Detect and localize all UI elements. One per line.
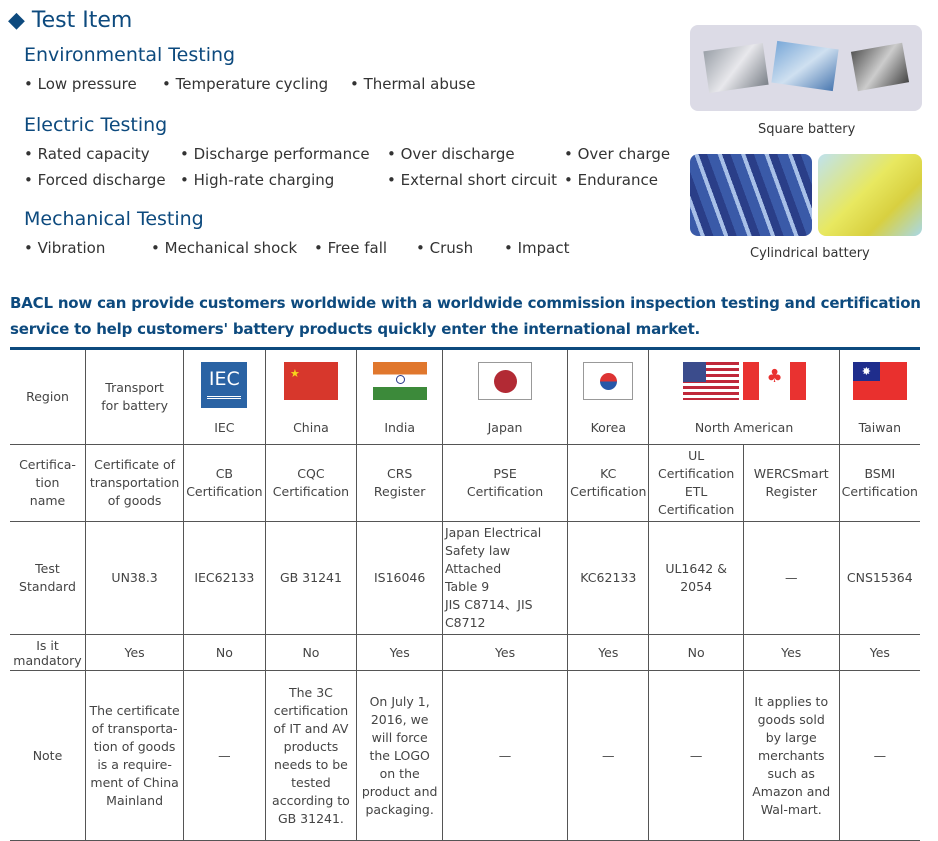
note-cell: — bbox=[838, 670, 920, 841]
region-iec: IEC IEC bbox=[183, 348, 266, 445]
region-china: ★ China bbox=[264, 348, 358, 445]
section-title-mechanical: Mechanical Testing bbox=[24, 208, 204, 230]
taiwan-flag-icon: ✸ bbox=[852, 361, 907, 400]
korea-flag-icon bbox=[583, 361, 634, 400]
cert-name-cell: UL Certification ETL Certification bbox=[648, 444, 744, 522]
list-item: Temperature cycling bbox=[175, 75, 329, 93]
row-label-certification: Certifica- tion name bbox=[10, 444, 86, 522]
region-taiwan: ✸ Taiwan bbox=[838, 348, 920, 445]
mandatory-cell: No bbox=[648, 634, 744, 671]
cylindrical-battery-caption: Cylindrical battery bbox=[750, 246, 870, 261]
india-flag-icon bbox=[372, 361, 427, 400]
mandatory-cell: Yes bbox=[441, 634, 569, 671]
row-label-note: Note bbox=[10, 670, 86, 841]
note-cell: — bbox=[567, 670, 650, 841]
certification-table: Region Transport for battery IEC IEC ★ Chi… bbox=[10, 347, 920, 841]
list-item: Thermal abuse bbox=[363, 75, 476, 93]
cylindrical-battery-image-2 bbox=[818, 154, 922, 236]
cert-name-cell: CQC Certification bbox=[264, 444, 358, 522]
list-item: Discharge performance bbox=[193, 145, 370, 163]
region-north-america: ♣ North American bbox=[648, 348, 840, 445]
region-korea: Korea bbox=[567, 348, 650, 445]
row-label-standard: Test Standard bbox=[10, 521, 86, 635]
cert-name-cell: BSMI Certification bbox=[838, 444, 920, 522]
standard-cell: IS16046 bbox=[356, 521, 443, 635]
canada-flag-icon: ♣ bbox=[742, 361, 806, 400]
standard-cell: Japan Electrical Safety law Attached Tab… bbox=[441, 521, 569, 635]
japan-flag-icon bbox=[478, 361, 533, 400]
standard-cell: CNS15364 bbox=[838, 521, 920, 635]
mandatory-cell: Yes bbox=[742, 634, 840, 671]
note-cell: — bbox=[441, 670, 569, 841]
cert-name-cell: CB Certification bbox=[183, 444, 266, 522]
mandatory-cell: No bbox=[183, 634, 266, 671]
cert-name-cell: CRS Register bbox=[356, 444, 443, 522]
row-label-mandatory: Is it mandatory bbox=[10, 634, 86, 671]
china-flag-icon: ★ bbox=[283, 361, 338, 400]
list-item: Mechanical shock bbox=[164, 239, 298, 257]
list-item: Forced discharge bbox=[37, 171, 166, 189]
standard-cell: IEC62133 bbox=[183, 521, 266, 635]
region-japan: Japan bbox=[441, 348, 569, 445]
cert-name-cell: WERCSmart Register bbox=[742, 444, 840, 522]
standard-cell: KC62133 bbox=[567, 521, 650, 635]
note-cell: The certificate of transporta- tion of g… bbox=[84, 670, 185, 841]
mandatory-cell: Yes bbox=[838, 634, 920, 671]
cert-name-cell: PSE Certification bbox=[441, 444, 569, 522]
mandatory-cell: Yes bbox=[356, 634, 443, 671]
standard-cell: GB 31241 bbox=[264, 521, 358, 635]
mandatory-cell: No bbox=[264, 634, 358, 671]
list-item: Free fall bbox=[327, 239, 388, 257]
note-cell: The 3C certification of IT and AV produc… bbox=[264, 670, 358, 841]
list-item: Over discharge bbox=[400, 145, 515, 163]
list-item: External short circuit bbox=[400, 171, 557, 189]
section-title-electric: Electric Testing bbox=[24, 114, 168, 136]
list-item: Impact bbox=[517, 239, 570, 257]
section-title-environmental: Environmental Testing bbox=[24, 44, 236, 66]
standard-cell: UN38.3 bbox=[84, 521, 185, 635]
region-transport: Transport for battery bbox=[84, 348, 185, 445]
note-cell: — bbox=[183, 670, 266, 841]
list-item: Endurance bbox=[577, 171, 658, 189]
region-india: India bbox=[356, 348, 443, 445]
iec-logo: IEC bbox=[201, 361, 248, 408]
usa-flag-icon bbox=[682, 361, 739, 400]
note-cell: It applies to goods sold by large mercha… bbox=[742, 670, 840, 841]
cert-name-cell: Certificate of transportation of goods bbox=[84, 444, 185, 522]
page-title: ◆ Test Item bbox=[8, 8, 133, 33]
note-cell: On July 1, 2016, we will force the LOGO … bbox=[356, 670, 443, 841]
cert-name-cell: KC Certification bbox=[567, 444, 650, 522]
cylindrical-battery-image-1 bbox=[690, 154, 812, 236]
mandatory-cell: Yes bbox=[84, 634, 185, 671]
standard-cell: — bbox=[742, 521, 840, 635]
list-item: Over charge bbox=[577, 145, 671, 163]
mandatory-cell: Yes bbox=[567, 634, 650, 671]
list-item: Vibration bbox=[37, 239, 106, 257]
standard-cell: UL1642 & 2054 bbox=[648, 521, 744, 635]
banner-text: BACL now can provide customers worldwide… bbox=[10, 294, 921, 338]
note-cell: — bbox=[648, 670, 744, 841]
list-item: Low pressure bbox=[37, 75, 137, 93]
square-battery-caption: Square battery bbox=[758, 122, 856, 137]
list-item: Rated capacity bbox=[37, 145, 150, 163]
row-label-region: Region bbox=[10, 348, 86, 445]
list-item: High-rate charging bbox=[193, 171, 335, 189]
square-battery-image bbox=[690, 25, 922, 111]
list-item: Crush bbox=[429, 239, 474, 257]
